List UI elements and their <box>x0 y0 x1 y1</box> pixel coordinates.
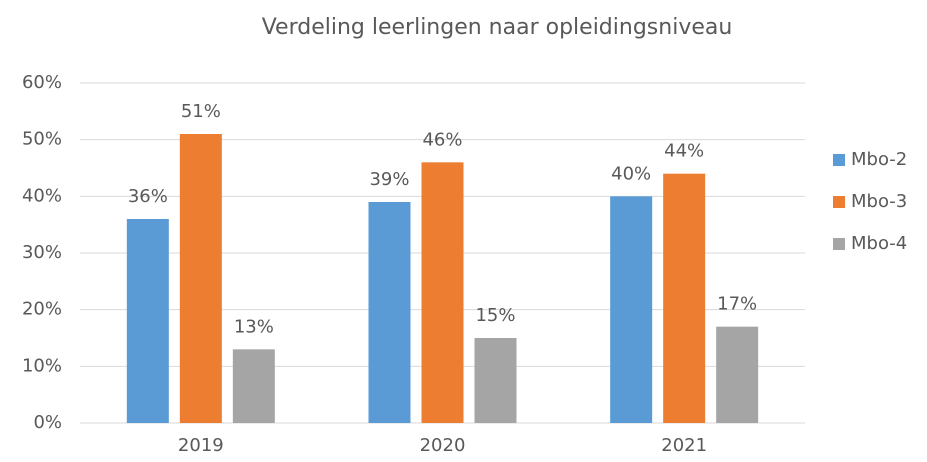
x-tick-label: 2021 <box>661 435 707 456</box>
legend-swatch <box>833 196 845 208</box>
y-tick-label: 50% <box>22 129 62 150</box>
data-label: 17% <box>717 294 757 315</box>
chart-title: Verdeling leerlingen naar opleidingsnive… <box>262 15 733 40</box>
x-tick-label: 2020 <box>420 435 466 456</box>
bar <box>610 196 653 423</box>
legend-label: Mbo-3 <box>851 191 907 212</box>
bar <box>663 173 706 423</box>
legend-label: Mbo-4 <box>851 233 907 254</box>
legend-swatch <box>833 238 845 250</box>
data-label: 15% <box>475 305 515 326</box>
y-tick-label: 60% <box>22 72 62 93</box>
data-label: 40% <box>611 163 651 184</box>
data-label: 36% <box>128 186 168 207</box>
data-label: 13% <box>234 316 274 337</box>
y-tick-label: 20% <box>22 299 62 320</box>
bar <box>421 162 464 424</box>
y-tick-label: 40% <box>22 185 62 206</box>
data-label: 44% <box>664 141 704 162</box>
legend-label: Mbo-2 <box>851 149 907 170</box>
bar <box>232 349 275 423</box>
y-tick-label: 10% <box>22 355 62 376</box>
y-tick-label: 30% <box>22 242 62 263</box>
bar <box>126 219 169 423</box>
bar <box>179 134 222 423</box>
x-tick-label: 2019 <box>178 435 224 456</box>
data-label: 46% <box>422 129 462 150</box>
y-tick-label: 0% <box>33 412 62 433</box>
data-label: 51% <box>181 101 221 122</box>
bar <box>368 202 411 423</box>
bar <box>716 326 759 423</box>
legend-swatch <box>833 154 845 166</box>
data-label: 39% <box>369 169 409 190</box>
bar <box>474 338 517 423</box>
